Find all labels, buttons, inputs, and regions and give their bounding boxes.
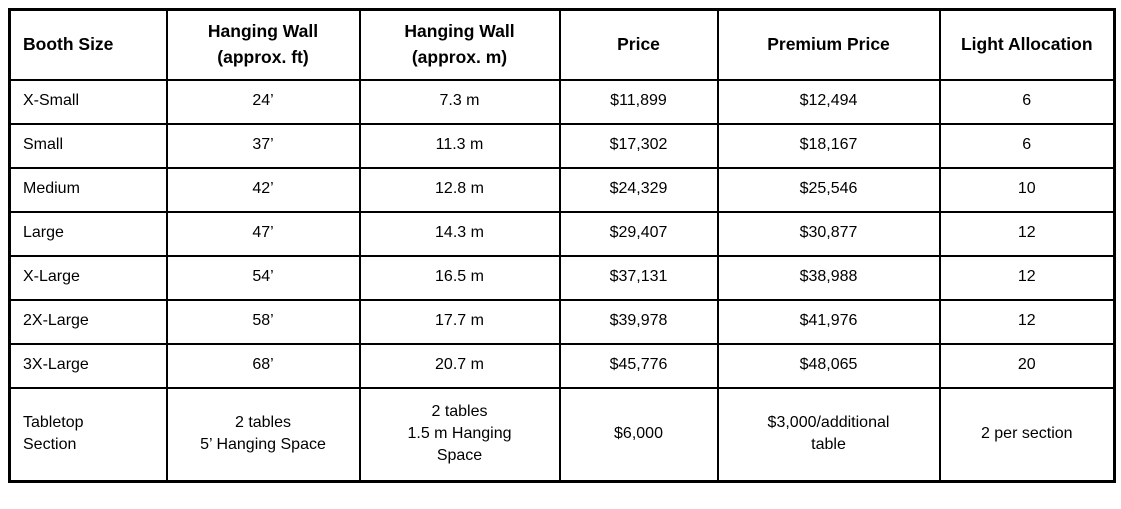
cell-booth-size: X-Small (8, 78, 168, 125)
cell-premium-price: $12,494 (716, 78, 941, 125)
cell-price: $24,329 (558, 166, 719, 213)
cell-hanging-wall-ft: 68’ (165, 342, 361, 389)
col-header-booth-size: Booth Size (8, 8, 168, 81)
cell-booth-size: 3X-Large (8, 342, 168, 389)
cell-hanging-wall-ft: 47’ (165, 210, 361, 257)
cell-booth-size: Tabletop Section (8, 386, 168, 483)
cell-price: $11,899 (558, 78, 719, 125)
table-row-x-small: X-Small 24’ 7.3 m $11,899 $12,494 6 (8, 78, 1116, 125)
cell-hanging-wall-m: 11.3 m (358, 122, 561, 169)
cell-hanging-wall-m: 17.7 m (358, 298, 561, 345)
cell-hanging-wall-m: 12.8 m (358, 166, 561, 213)
cell-hanging-wall-m: 14.3 m (358, 210, 561, 257)
cell-light-allocation: 20 (938, 342, 1116, 389)
cell-hanging-wall-ft: 42’ (165, 166, 361, 213)
cell-premium-price: $48,065 (716, 342, 941, 389)
cell-price: $37,131 (558, 254, 719, 301)
cell-premium-price: $25,546 (716, 166, 941, 213)
booth-pricing-table: Booth Size Hanging Wall (approx. ft) Han… (8, 8, 1116, 483)
cell-booth-size: Small (8, 122, 168, 169)
cell-booth-size: Large (8, 210, 168, 257)
cell-hanging-wall-ft: 58’ (165, 298, 361, 345)
col-header-light-allocation: Light Allocation (938, 8, 1116, 81)
cell-light-allocation: 12 (938, 210, 1116, 257)
cell-premium-price: $38,988 (716, 254, 941, 301)
cell-light-allocation: 12 (938, 254, 1116, 301)
cell-price: $45,776 (558, 342, 719, 389)
cell-premium-price: $18,167 (716, 122, 941, 169)
cell-light-allocation: 2 per section (938, 386, 1116, 483)
cell-hanging-wall-ft: 24’ (165, 78, 361, 125)
cell-premium-price: $41,976 (716, 298, 941, 345)
cell-hanging-wall-m: 2 tables 1.5 m Hanging Space (358, 386, 561, 483)
cell-price: $6,000 (558, 386, 719, 483)
cell-premium-price: $30,877 (716, 210, 941, 257)
cell-hanging-wall-m: 20.7 m (358, 342, 561, 389)
cell-light-allocation: 6 (938, 122, 1116, 169)
cell-light-allocation: 12 (938, 298, 1116, 345)
table-row-small: Small 37’ 11.3 m $17,302 $18,167 6 (8, 122, 1116, 169)
header-row: Booth Size Hanging Wall (approx. ft) Han… (8, 8, 1116, 81)
table-row-3x-large: 3X-Large 68’ 20.7 m $45,776 $48,065 20 (8, 342, 1116, 389)
cell-booth-size: Medium (8, 166, 168, 213)
cell-light-allocation: 6 (938, 78, 1116, 125)
col-header-premium-price: Premium Price (716, 8, 941, 81)
cell-booth-size: X-Large (8, 254, 168, 301)
cell-premium-price: $3,000/additional table (716, 386, 941, 483)
cell-price: $29,407 (558, 210, 719, 257)
table-row-large: Large 47’ 14.3 m $29,407 $30,877 12 (8, 210, 1116, 257)
cell-price: $39,978 (558, 298, 719, 345)
table-row-x-large: X-Large 54’ 16.5 m $37,131 $38,988 12 (8, 254, 1116, 301)
table-row-tabletop-section: Tabletop Section 2 tables 5’ Hanging Spa… (8, 386, 1116, 483)
col-header-hanging-wall-m: Hanging Wall (approx. m) (358, 8, 561, 81)
col-header-hanging-wall-ft: Hanging Wall (approx. ft) (165, 8, 361, 81)
cell-hanging-wall-ft: 54’ (165, 254, 361, 301)
cell-hanging-wall-m: 7.3 m (358, 78, 561, 125)
table-row-medium: Medium 42’ 12.8 m $24,329 $25,546 10 (8, 166, 1116, 213)
col-header-price: Price (558, 8, 719, 81)
cell-light-allocation: 10 (938, 166, 1116, 213)
cell-hanging-wall-m: 16.5 m (358, 254, 561, 301)
cell-hanging-wall-ft: 37’ (165, 122, 361, 169)
cell-hanging-wall-ft: 2 tables 5’ Hanging Space (165, 386, 361, 483)
cell-booth-size: 2X-Large (8, 298, 168, 345)
table-row-2x-large: 2X-Large 58’ 17.7 m $39,978 $41,976 12 (8, 298, 1116, 345)
cell-price: $17,302 (558, 122, 719, 169)
